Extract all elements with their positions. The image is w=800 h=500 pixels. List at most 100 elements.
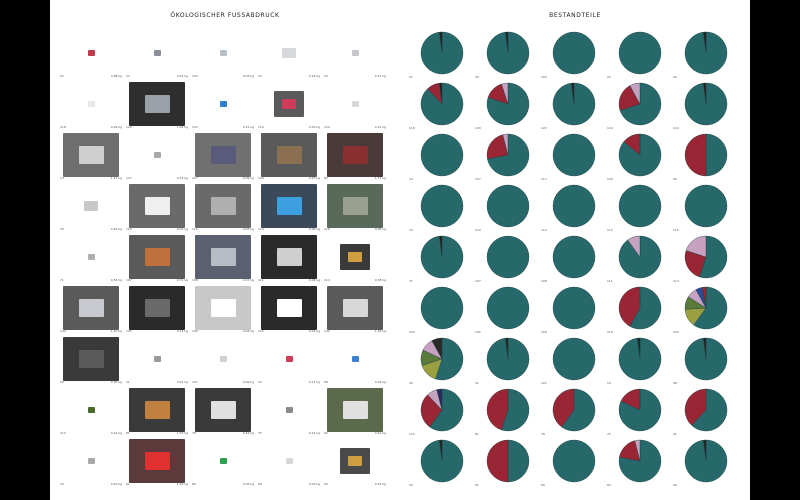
trash-object-icon: [211, 248, 236, 266]
trash-object-icon: [277, 146, 302, 164]
item-footprint-value: 0,03 kg: [242, 227, 254, 231]
item-id: 78: [192, 431, 196, 435]
trash-object-icon: [277, 197, 302, 215]
pie-slice: [435, 337, 464, 381]
pie-cell: 91: [474, 436, 540, 487]
pie-id: 104: [409, 330, 415, 334]
pie-cell: 121: [540, 334, 606, 385]
pie-cell: 107: [474, 232, 540, 283]
item-id: 81: [126, 431, 130, 435]
item-id: 34: [60, 482, 64, 486]
composition-pie: [420, 31, 464, 75]
trash-object-icon: [84, 201, 98, 211]
pie-cell: 102: [672, 283, 738, 334]
composition-pie: [552, 184, 596, 228]
pie-id: 119: [607, 126, 613, 130]
item-footprint-value: 0,12 kg: [374, 125, 386, 129]
pie-slice: [684, 388, 707, 426]
pie-cell: 108: [540, 232, 606, 283]
trash-photo: [347, 352, 363, 366]
trash-object-icon: [352, 50, 359, 56]
pie-id: 34: [409, 228, 413, 232]
pie-slice: [703, 82, 707, 105]
pie-slice: [618, 184, 662, 228]
pie-slice: [691, 388, 728, 432]
trash-photo: [129, 286, 185, 330]
trash-photo: [129, 82, 185, 126]
pie-id: 60: [673, 177, 677, 181]
pie-id: 122: [541, 126, 547, 130]
composition-pie: [420, 235, 464, 279]
pie-slice: [693, 286, 728, 330]
pie-slice: [501, 388, 530, 432]
pie-id: 109: [541, 330, 547, 334]
item-id: 91: [126, 482, 130, 486]
trash-object-icon: [343, 401, 368, 419]
item-cell: 20 2,47 kg: [322, 28, 388, 79]
pie-id: 71: [409, 279, 413, 283]
trash-photo: [327, 286, 383, 330]
item-footprint-value: 0,25 kg: [308, 176, 320, 180]
composition-pie: [684, 388, 728, 432]
item-cell: 34 0,40 kg: [58, 181, 124, 232]
composition-pie: [552, 235, 596, 279]
item-cell: 31 0,22 kg: [124, 334, 190, 385]
trash-object-icon: [343, 299, 368, 317]
pie-slice: [705, 133, 728, 177]
item-footprint-value: 0,22 kg: [176, 380, 188, 384]
item-cell: 19 0,13 kg: [256, 334, 322, 385]
pie-cell: 124: [672, 79, 738, 130]
item-footprint-value: 2,09 kg: [308, 125, 320, 129]
composition-pie: [552, 388, 596, 432]
trash-photo: [63, 337, 119, 381]
item-id: 108: [192, 278, 198, 282]
item-id: 107: [126, 278, 132, 282]
trash-object-icon: [286, 356, 293, 362]
pie-slice: [699, 235, 728, 279]
pie-slice: [701, 286, 707, 309]
item-id: 19: [258, 380, 262, 384]
trash-photo: [195, 286, 251, 330]
pie-id: 103: [541, 75, 547, 79]
item-cell: 23 0,18 kg: [256, 28, 322, 79]
item-id: 104: [60, 329, 66, 333]
pie-slice: [486, 184, 530, 228]
pie-slice: [571, 82, 575, 105]
pie-slice: [502, 133, 509, 156]
trash-object-icon: [211, 401, 236, 419]
pie-id: 34: [409, 483, 413, 487]
pie-cell: 122: [540, 79, 606, 130]
pie-slice: [420, 394, 443, 428]
composition-pie: [420, 439, 464, 483]
pie-id: 91: [475, 483, 479, 487]
item-cell: 122 0,15 kg: [190, 79, 256, 130]
item-id: 112: [192, 227, 198, 231]
pie-slice: [436, 388, 443, 411]
pie-cell: 71: [408, 232, 474, 283]
pie-id: 116: [673, 228, 679, 232]
composition-pie: [420, 286, 464, 330]
item-cell: 108 0,47 kg: [190, 232, 256, 283]
item-footprint-value: 0,09 kg: [242, 380, 254, 384]
trash-object-icon: [145, 299, 170, 317]
pie-slice: [486, 439, 509, 483]
pie-id: 75: [607, 432, 611, 436]
composition-pie: [684, 133, 728, 177]
left-page: ÖKOLOGISCHER FUSSABDRUCK 47 3,88 kg 33 0,22…: [50, 0, 400, 500]
pie-slice: [552, 184, 596, 228]
pie-cell: 129: [606, 130, 672, 181]
pie-slice: [627, 235, 641, 258]
trash-photo: [281, 454, 297, 468]
item-id: 122: [192, 125, 198, 129]
pie-slice: [486, 134, 509, 160]
trash-object-icon: [79, 350, 104, 368]
item-cell: 117 0,09 kg: [190, 130, 256, 181]
pie-id: 112: [541, 228, 547, 232]
pie-cell: 112: [408, 385, 474, 436]
trash-photo: [76, 193, 106, 219]
composition-pie: [684, 31, 728, 75]
composition-pie: [618, 184, 662, 228]
pie-slice: [552, 31, 596, 75]
item-id: 116: [324, 227, 330, 231]
pie-slice: [486, 286, 530, 330]
